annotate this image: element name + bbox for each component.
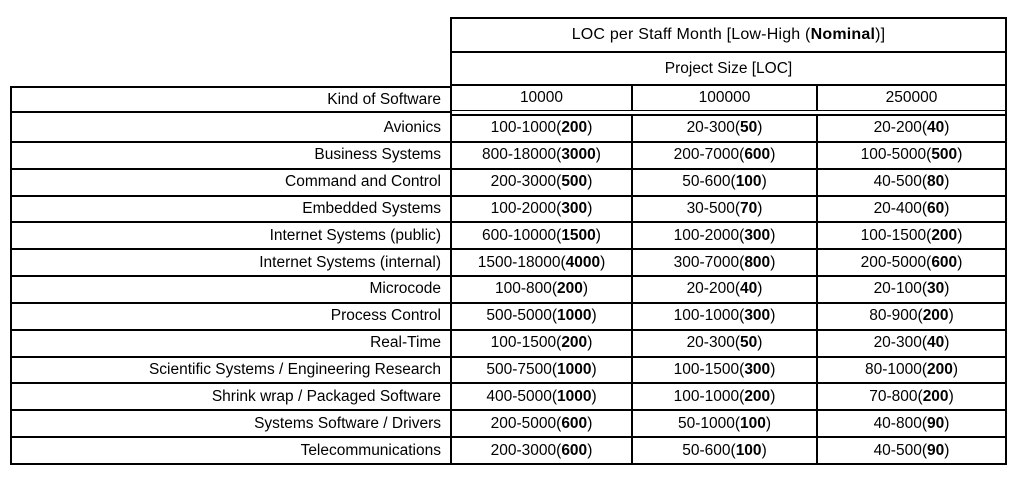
- project-size-subtitle: Project Size [LOC]: [452, 53, 1005, 86]
- row-label: Scientific Systems / Engineering Researc…: [12, 358, 450, 385]
- row-label: Avionics: [12, 116, 450, 143]
- column-header-250000: 250000: [885, 89, 938, 106]
- data-cell: 300-7000(800): [633, 250, 818, 276]
- data-cell: 100-1500(200): [860, 226, 963, 244]
- table-row: 100-1000(200) 20-300(50) 20-200(40): [452, 116, 1005, 143]
- table-title: LOC per Staff Month [Low-High (Nominal)]: [452, 19, 1005, 53]
- table-title-prefix: LOC per Staff Month [Low-High (: [571, 26, 811, 43]
- column-header-100000: 100000: [633, 86, 818, 110]
- data-cell: 100-2000(300): [452, 196, 633, 222]
- row-header-kind-of-software: Kind of Software: [12, 88, 450, 113]
- table-title-suffix: )]: [875, 26, 886, 43]
- data-cell: 200-7000(600): [633, 142, 818, 168]
- data-cell: 20-400(60): [873, 199, 950, 217]
- data-cell: 100-1500(300): [633, 357, 818, 383]
- row-label: Internet Systems (public): [12, 223, 450, 251]
- data-cell: 40-500(80): [873, 173, 950, 191]
- row-label: Telecommunications: [300, 441, 441, 459]
- data-cell: 50-600(100): [633, 169, 818, 195]
- data-cell: 1500-18000(4000): [452, 250, 633, 276]
- table-row: 500-7500(1000) 100-1500(300) 80-1000(200): [452, 357, 1005, 385]
- data-cell: 100-1000(300): [633, 303, 818, 329]
- table-row: 100-2000(300) 30-500(70) 20-400(60): [452, 196, 1005, 224]
- data-cell: 500-5000(1000): [452, 303, 633, 329]
- data-cell: 20-300(50): [633, 116, 818, 141]
- table-row: 200-3000(500) 50-600(100) 40-500(80): [452, 169, 1005, 197]
- data-cell: 100-1500(200): [452, 330, 633, 356]
- column-headers: 10000 100000 250000: [452, 86, 1005, 111]
- data-cell: 100-800(200): [452, 277, 633, 302]
- data-cell: 100-2000(300): [633, 223, 818, 249]
- data-cell: 400-5000(1000): [452, 384, 633, 410]
- data-cell: 100-5000(500): [860, 146, 963, 164]
- data-cell: 40-500(90): [873, 441, 950, 459]
- data-cell: 20-300(50): [633, 330, 818, 356]
- data-rows: 100-1000(200) 20-300(50) 20-200(40) 800-180…: [452, 116, 1005, 463]
- row-labels: Avionics Business Systems Command and Cont…: [12, 116, 450, 463]
- loc-data-section: LOC per Staff Month [Low-High (Nominal)]…: [450, 17, 1007, 465]
- row-label: Command and Control: [12, 170, 450, 197]
- data-cell: 600-10000(1500): [452, 223, 633, 249]
- row-label: Shrink wrap / Packaged Software: [12, 384, 450, 412]
- data-cell: 500-7500(1000): [452, 357, 633, 383]
- data-cell: 30-500(70): [633, 196, 818, 222]
- row-label: Embedded Systems: [12, 197, 450, 224]
- table-row: 600-10000(1500) 100-2000(300) 100-1500(200…: [452, 223, 1005, 251]
- table-row: 200-3000(600) 50-600(100) 40-500(90): [452, 438, 1005, 463]
- row-label: Systems Software / Drivers: [12, 411, 450, 439]
- data-cell: 100-1000(200): [452, 116, 633, 141]
- header-double-rule: [452, 111, 1005, 116]
- row-label: Business Systems: [12, 143, 450, 170]
- table-row: 400-5000(1000) 100-1000(200) 70-800(200): [452, 384, 1005, 412]
- row-label: Microcode: [12, 277, 450, 304]
- data-cell: 20-200(40): [873, 119, 950, 137]
- data-cell: 20-200(40): [633, 277, 818, 302]
- data-cell: 40-800(90): [873, 414, 950, 432]
- data-cell: 50-1000(100): [633, 411, 818, 437]
- data-cell: 800-18000(3000): [452, 142, 633, 168]
- data-cell: 200-5000(600): [860, 253, 963, 271]
- table-row: 200-5000(600) 50-1000(100) 40-800(90): [452, 411, 1005, 439]
- row-label: Internet Systems (internal): [12, 250, 450, 278]
- data-cell: 70-800(200): [869, 387, 954, 405]
- kind-of-software-column: Kind of Software Avionics Business System…: [10, 86, 450, 465]
- data-cell: 200-3000(500): [452, 169, 633, 195]
- data-cell: 200-3000(600): [452, 438, 633, 463]
- row-label: Process Control: [12, 304, 450, 331]
- column-header-10000: 10000: [452, 86, 633, 110]
- table-row: 800-18000(3000) 200-7000(600) 100-5000(500…: [452, 142, 1005, 170]
- data-cell: 80-1000(200): [864, 361, 959, 379]
- data-cell: 20-100(30): [873, 280, 950, 298]
- table-title-nominal: Nominal: [810, 26, 876, 43]
- data-cell: 80-900(200): [869, 307, 954, 325]
- table-row: 100-800(200) 20-200(40) 20-100(30): [452, 277, 1005, 304]
- data-cell: 100-1000(200): [633, 384, 818, 410]
- table-row: 100-1500(200) 20-300(50) 20-300(40): [452, 330, 1005, 358]
- table-row: 1500-18000(4000) 300-7000(800) 200-5000(60…: [452, 250, 1005, 278]
- table-row: 500-5000(1000) 100-1000(300) 80-900(200): [452, 303, 1005, 331]
- data-cell: 50-600(100): [633, 438, 818, 463]
- data-cell: 200-5000(600): [452, 411, 633, 437]
- data-cell: 20-300(40): [873, 334, 950, 352]
- row-label: Real-Time: [12, 331, 450, 358]
